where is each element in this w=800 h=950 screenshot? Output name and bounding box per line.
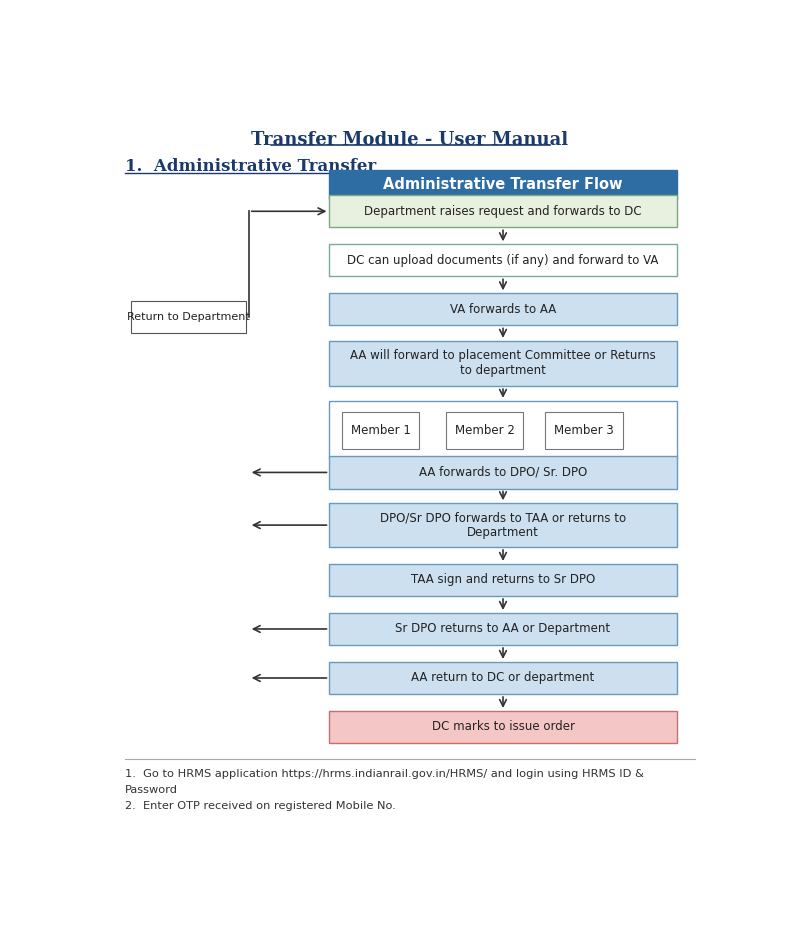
Text: AA forwards to DPO/ Sr. DPO: AA forwards to DPO/ Sr. DPO bbox=[419, 466, 587, 479]
FancyBboxPatch shape bbox=[330, 613, 677, 645]
Text: Return to Department: Return to Department bbox=[127, 313, 250, 322]
FancyBboxPatch shape bbox=[330, 341, 677, 386]
FancyBboxPatch shape bbox=[330, 662, 677, 694]
Text: Administrative Transfer Flow: Administrative Transfer Flow bbox=[383, 177, 622, 192]
Text: Sr DPO returns to AA or Department: Sr DPO returns to AA or Department bbox=[395, 622, 610, 636]
Text: VA forwards to AA: VA forwards to AA bbox=[450, 303, 556, 315]
Text: DC marks to issue order: DC marks to issue order bbox=[431, 720, 574, 733]
Text: 1.  Go to HRMS application https://hrms.indianrail.gov.in/HRMS/ and login using : 1. Go to HRMS application https://hrms.i… bbox=[125, 769, 644, 779]
Text: Member 1: Member 1 bbox=[350, 425, 410, 437]
FancyBboxPatch shape bbox=[446, 412, 523, 449]
Text: Member 3: Member 3 bbox=[554, 425, 614, 437]
Text: DPO/Sr DPO forwards to TAA or returns to
Department: DPO/Sr DPO forwards to TAA or returns to… bbox=[380, 511, 626, 539]
Text: Department raises request and forwards to DC: Department raises request and forwards t… bbox=[364, 205, 642, 218]
Text: Member 2: Member 2 bbox=[454, 425, 514, 437]
FancyBboxPatch shape bbox=[330, 195, 677, 227]
Text: DC can upload documents (if any) and forward to VA: DC can upload documents (if any) and for… bbox=[347, 254, 658, 267]
FancyBboxPatch shape bbox=[330, 456, 677, 488]
Text: 2.  Enter OTP received on registered Mobile No.: 2. Enter OTP received on registered Mobi… bbox=[125, 801, 396, 811]
Text: AA return to DC or department: AA return to DC or department bbox=[411, 672, 594, 685]
FancyBboxPatch shape bbox=[342, 412, 419, 449]
FancyBboxPatch shape bbox=[330, 170, 677, 199]
FancyBboxPatch shape bbox=[545, 412, 622, 449]
FancyBboxPatch shape bbox=[330, 244, 677, 276]
Text: TAA sign and returns to Sr DPO: TAA sign and returns to Sr DPO bbox=[411, 574, 595, 586]
FancyBboxPatch shape bbox=[330, 401, 677, 458]
Text: 1.  Administrative Transfer: 1. Administrative Transfer bbox=[125, 158, 376, 175]
FancyBboxPatch shape bbox=[330, 504, 677, 547]
Text: AA will forward to placement Committee or Returns
to department: AA will forward to placement Committee o… bbox=[350, 350, 656, 377]
Text: Password: Password bbox=[125, 785, 178, 795]
FancyBboxPatch shape bbox=[330, 564, 677, 596]
FancyBboxPatch shape bbox=[330, 294, 677, 326]
Text: Transfer Module - User Manual: Transfer Module - User Manual bbox=[251, 130, 569, 148]
FancyBboxPatch shape bbox=[131, 301, 246, 333]
FancyBboxPatch shape bbox=[330, 711, 677, 743]
